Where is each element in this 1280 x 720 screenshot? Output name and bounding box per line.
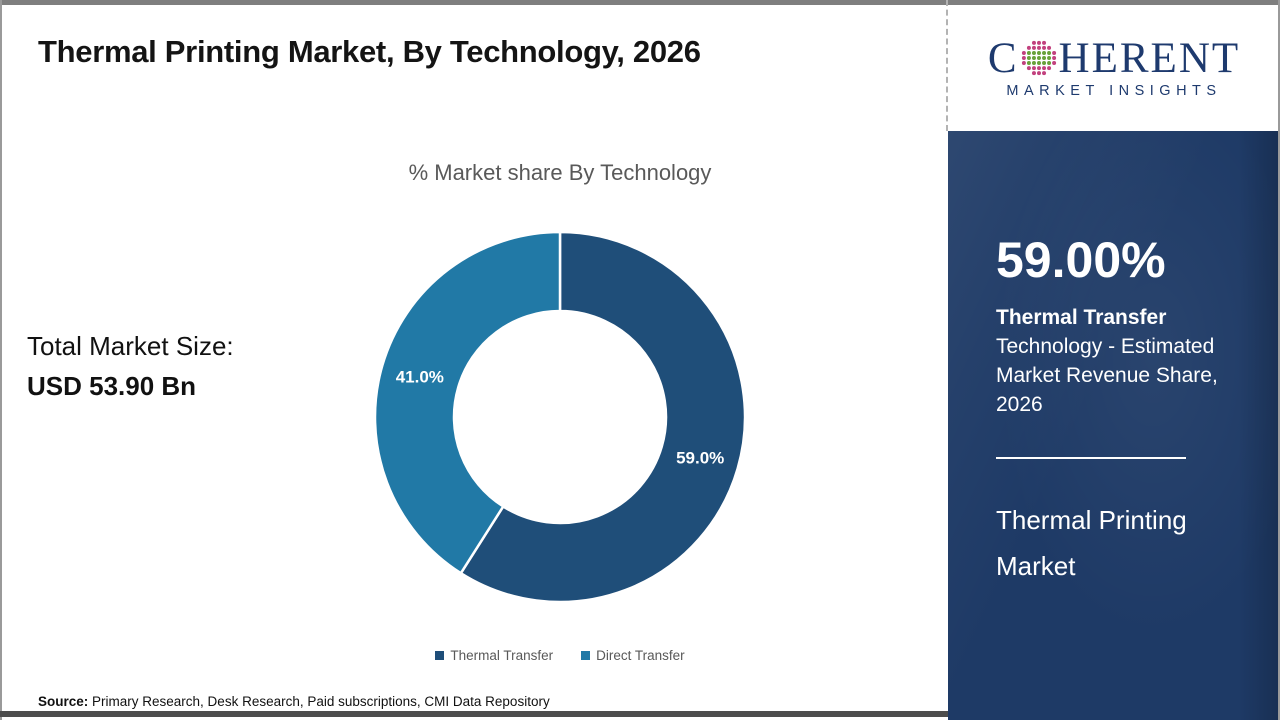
globe-dots-icon [1021, 40, 1056, 76]
donut-slice-direct-transfer [373, 230, 562, 575]
brand-wordmark: C HERENT [988, 37, 1240, 80]
source-text: Primary Research, Desk Research, Paid su… [92, 694, 550, 709]
brand-tagline: MARKET INSIGHTS [1006, 82, 1222, 99]
sidebar-market-name: Thermal Printing Market [996, 505, 1187, 581]
bottom-border-bar [0, 711, 948, 717]
sidebar-stat-value: 59.00% [996, 232, 1166, 288]
top-border-bar [0, 0, 1280, 5]
chart-title: % Market share By Technology [408, 160, 712, 185]
chart-legend: Thermal Transfer Direct Transfer [280, 648, 840, 663]
donut-data-label: 41.0% [396, 367, 444, 386]
donut-chart: 59.0% 41.0% [373, 230, 747, 604]
sidebar-stat-segment: Thermal Transfer [996, 306, 1167, 329]
legend-swatch-direct-transfer [581, 651, 591, 660]
legend-swatch-thermal-transfer [435, 651, 445, 660]
right-border [1278, 0, 1280, 720]
total-market-size-label: Total Market Size: [27, 331, 234, 361]
logo-divider-dashed-line [946, 0, 948, 131]
total-market-size-value: USD 53.90 Bn [27, 371, 197, 401]
brand-logo: C HERENT MARKET INSIGHTS [950, 5, 1278, 130]
legend-label-direct-transfer: Direct Transfer [596, 648, 685, 663]
donut-slice-thermal-transfer [459, 230, 747, 604]
total-market-size-block: Total Market Size: USD 53.90 Bn [27, 326, 234, 406]
sidebar-stat-desc-text: Technology - Estimated Market Revenue Sh… [996, 335, 1218, 416]
page-title: Thermal Printing Market, By Technology, … [38, 34, 701, 69]
legend-label-thermal-transfer: Thermal Transfer [450, 648, 554, 663]
source-note: Source: Primary Research, Desk Research,… [38, 694, 550, 709]
brand-letters-rest: HERENT [1058, 34, 1241, 82]
legend-item-thermal-transfer: Thermal Transfer [435, 648, 553, 663]
left-border [0, 0, 2, 720]
donut-data-label: 59.0% [676, 449, 724, 468]
legend-item-direct-transfer: Direct Transfer [581, 648, 685, 663]
highlight-sidebar: 59.00% Thermal Transfer Technology - Est… [948, 131, 1278, 720]
brand-letter-c: C [987, 34, 1019, 82]
sidebar-stat-description: Thermal Transfer Technology - Estimated … [996, 303, 1234, 419]
sidebar-divider-line [996, 457, 1186, 459]
source-label: Source: [38, 694, 89, 709]
